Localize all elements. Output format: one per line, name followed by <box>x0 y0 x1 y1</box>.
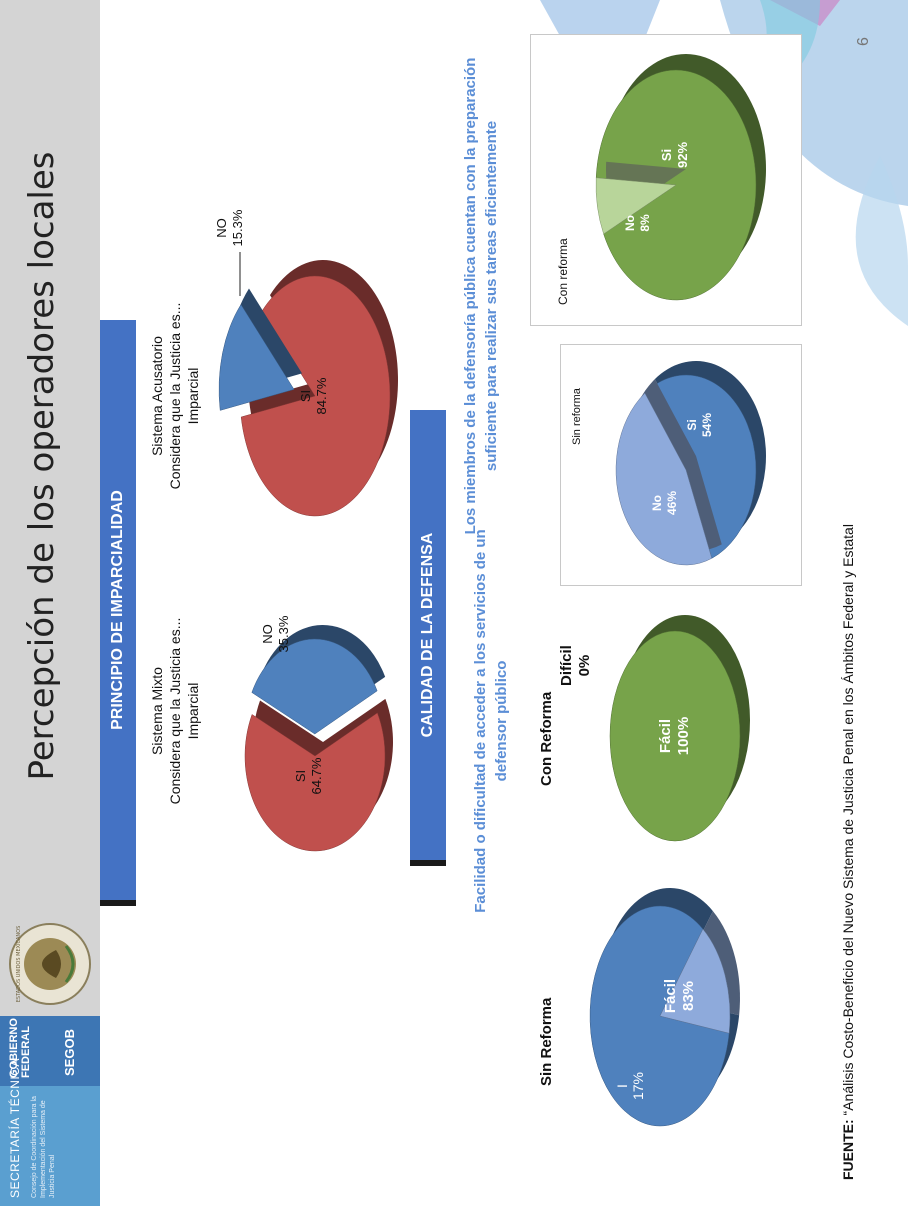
chart-b-slice-0 <box>240 260 398 517</box>
chart-e-no-label: No <box>650 495 664 511</box>
chart-a-title-line2: Considera que la Justicia es... <box>167 617 183 805</box>
banner-imparcialidad: PRINCIPIO DE IMPARCIALIDAD <box>100 320 136 906</box>
chart-c-pie: I 17% Fácil 83% <box>589 888 740 1127</box>
chart-e-si-label: Si <box>685 419 699 430</box>
chart-d-title: Con Reforma <box>538 691 555 786</box>
chart-c-facil-label: Fácil <box>662 979 679 1013</box>
chart-f-si-label: Si <box>659 149 674 161</box>
brand-line1: SECRETARÍA TÉCNICA <box>8 1058 22 1198</box>
chart-c-title: Sin Reforma <box>538 997 555 1086</box>
chart-a-title: Sistema Mixto Considera que la Justicia … <box>148 596 202 826</box>
chart-a-slice-1 <box>251 625 386 735</box>
national-seal-icon: ESTADOS UNIDOS MEXICANOS <box>9 923 91 1005</box>
chart-b-si-label: SI <box>298 390 313 402</box>
chart-d-facil-value: 100% <box>675 717 692 755</box>
chart-c-slice-1 <box>659 911 740 1034</box>
chart-e-panel: Sin reforma No 46% Si 54% <box>560 344 802 586</box>
chart-b-pie: SI 84.7% NO 15.3% <box>214 209 398 517</box>
chart-e-slice-1 <box>615 379 722 566</box>
chart-e-si-value: 54% <box>700 413 714 437</box>
chart-c-facil-value: 83% <box>680 981 697 1011</box>
heading-defensoria: Los miembros de la defensoría pública cu… <box>462 57 500 535</box>
source-label: FUENTE: <box>840 1119 856 1180</box>
chart-e-pie: No 46% Si 54% <box>615 361 766 566</box>
banner-calidad-defensa: CALIDAD DE LA DEFENSA <box>410 410 446 866</box>
chart-e-slice-1-face <box>615 392 713 566</box>
chart-a-title-line3: Imparcial <box>185 682 201 740</box>
chart-b-no-label: NO <box>214 218 229 238</box>
chart-b-si-value: 84.7% <box>314 377 329 414</box>
chart-f-si-value: 92% <box>675 142 690 168</box>
chart-d-slice-0 <box>609 615 750 842</box>
chart-a-no-label: NO <box>260 624 275 644</box>
chart-b-title-line3: Imparcial <box>185 367 201 425</box>
chart-c-slice-1-face <box>659 928 731 1034</box>
chart-f-panel: Con reforma No 8% Si 92% <box>530 34 802 326</box>
chart-a-title-line1: Sistema Mixto <box>149 667 165 755</box>
seal-text: ESTADOS UNIDOS MEXICANOS <box>16 926 22 1003</box>
chart-a-si-value: 64.7% <box>309 757 324 794</box>
source-text: “Análisis Costo-Beneficio del Nuevo Sist… <box>840 524 856 1120</box>
chart-a-pie: SI 64.7% NO 35.3% <box>244 615 393 852</box>
brand-line3: GOBIERNO FEDERAL <box>8 1018 32 1078</box>
brand-line4: SEGOB <box>62 1029 77 1076</box>
brand-logo: SECRETARÍA TÉCNICA Consejo de Coordinaci… <box>0 1016 100 1206</box>
chart-f-title: Con reforma <box>556 238 570 305</box>
chart-b-title-line2: Considera que la Justicia es... <box>167 302 183 490</box>
chart-b-slice-1-face <box>218 304 295 411</box>
chart-b-title-line1: Sistema Acusatorio <box>149 336 165 456</box>
chart-b-title: Sistema Acusatorio Considera que la Just… <box>148 276 202 516</box>
chart-c-slice-0-face <box>589 905 730 1127</box>
chart-f-no-value: 8% <box>638 214 652 232</box>
chart-b-no-value: 15.3% <box>230 209 245 246</box>
chart-a-no-value: 35.3% <box>276 615 291 652</box>
chart-d-pie: Fácil 100% <box>609 615 750 842</box>
page-title: Percepción de los operadores locales <box>22 151 62 781</box>
chart-e-no-value: 46% <box>665 491 679 515</box>
chart-d-slice-0-face <box>609 630 741 842</box>
chart-c-i-value: 17% <box>630 1072 646 1100</box>
chart-b-slice-1 <box>218 288 303 411</box>
chart-e-title: Sin reforma <box>571 388 583 445</box>
chart-a-slice-1-face <box>251 638 378 735</box>
chart-a-si-label: SI <box>293 770 308 782</box>
chart-d-facil-label: Fácil <box>657 719 674 753</box>
chart-f-no-label: No <box>623 215 637 231</box>
chart-c-i-label: I <box>614 1084 630 1088</box>
chart-d-dificil: Difícil 0% <box>558 645 594 686</box>
chart-a-slice-0-face <box>244 712 386 852</box>
heading-facilidad: Facilidad o dificultad de acceder a los … <box>472 529 510 913</box>
source-note: FUENTE: “Análisis Costo-Beneficio del Nu… <box>840 524 856 1180</box>
chart-f-slice-1-face <box>595 177 677 235</box>
page-number: 6 <box>855 37 872 46</box>
brand-line2: Consejo de Coordinación para la Implemen… <box>31 1096 56 1198</box>
chart-f-pie: No 8% Si 92% <box>595 54 766 301</box>
chart-a-slice-0 <box>244 698 393 852</box>
chart-f-slice-1 <box>595 161 686 235</box>
chart-d-dificil-label: Difícil <box>558 645 575 686</box>
